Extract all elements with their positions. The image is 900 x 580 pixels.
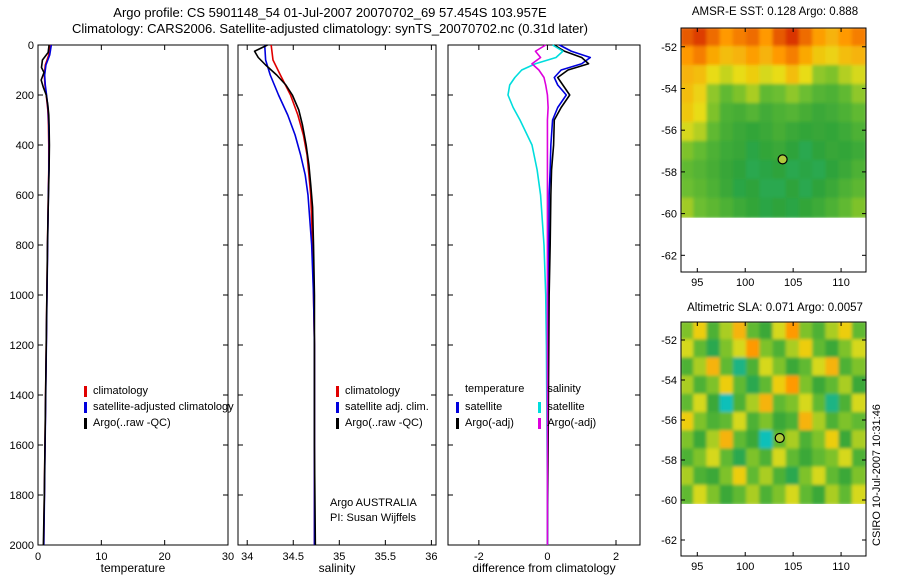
svg-text:100: 100 <box>736 277 754 289</box>
salinity-legend: climatology satellite adj. clim. Argo(..… <box>336 383 429 431</box>
svg-text:600: 600 <box>16 190 34 202</box>
svg-text:105: 105 <box>784 277 802 289</box>
difference-axis-label: difference from climatology <box>472 561 616 575</box>
legend-color-marker <box>336 385 339 397</box>
legend-color-marker <box>336 401 339 413</box>
svg-text:-62: -62 <box>661 250 677 262</box>
legend-label: satellite <box>547 401 585 413</box>
svg-text:800: 800 <box>16 240 34 252</box>
svg-text:400: 400 <box>16 140 34 152</box>
legend-color-marker <box>456 401 459 413</box>
difference-legend: temperature satellite Argo(-adj) salinit… <box>456 383 596 431</box>
legend-color-marker <box>538 417 542 429</box>
annotation-line: PI: Susan Wijffels <box>330 512 416 524</box>
svg-text:2000: 2000 <box>10 540 34 552</box>
legend-group-salinity: salinity satellite Argo(-adj) <box>538 383 596 431</box>
svg-text:200: 200 <box>16 90 34 102</box>
svg-text:-60: -60 <box>661 495 677 507</box>
salinity-axis-label: salinity <box>318 561 356 575</box>
svg-text:1400: 1400 <box>10 390 34 402</box>
svg-text:-52: -52 <box>661 335 677 347</box>
annotation-line: Argo AUSTRALIA <box>330 497 417 509</box>
legend-item: Argo(-adj) <box>538 415 596 431</box>
sla-map-title: Altimetric SLA: 0.071 Argo: 0.0057 <box>687 302 863 314</box>
sst-map: 95 100 105 110 -52 -54 -56 -58 -60 -62 <box>661 27 867 289</box>
legend-item: satellite adj. clim. <box>336 399 429 415</box>
page-subtitle: Climatology: CARS2006. Satellite-adjuste… <box>72 21 588 36</box>
legend-label: satellite <box>465 401 503 413</box>
svg-text:10: 10 <box>95 551 107 563</box>
legend-color-marker <box>538 401 542 413</box>
svg-text:20: 20 <box>159 551 171 563</box>
svg-text:110: 110 <box>832 561 850 573</box>
legend-item: Argo(-adj) <box>456 415 524 431</box>
sla-map: 95 100 105 110 -52 -54 -56 -58 -60 -62 <box>661 321 867 573</box>
svg-text:-60: -60 <box>661 209 677 221</box>
svg-text:1000: 1000 <box>10 290 34 302</box>
page-title: Argo profile: CS 5901148_54 01-Jul-2007 … <box>113 5 547 20</box>
svg-text:-56: -56 <box>661 125 677 137</box>
svg-text:36: 36 <box>425 551 437 563</box>
svg-text:-54: -54 <box>661 83 677 95</box>
legend-color-marker <box>456 417 459 429</box>
legend-group-header: salinity <box>547 383 581 395</box>
temperature-axis-label: temperature <box>100 561 166 575</box>
svg-text:-56: -56 <box>661 415 677 427</box>
salinity-profile-chart: 34 34.5 35 35.5 36 <box>237 44 438 563</box>
svg-text:35.5: 35.5 <box>375 551 396 563</box>
svg-text:0: 0 <box>28 40 34 52</box>
legend-color-marker <box>84 385 87 397</box>
svg-text:1600: 1600 <box>10 440 34 452</box>
legend-item: Argo(..raw -QC) <box>336 415 429 431</box>
svg-text:105: 105 <box>784 561 802 573</box>
svg-text:100: 100 <box>736 561 754 573</box>
legend-label: satellite adj. clim. <box>345 401 429 413</box>
legend-item: satellite-adjusted climatology <box>84 399 234 415</box>
svg-text:1200: 1200 <box>10 340 34 352</box>
svg-text:95: 95 <box>691 561 703 573</box>
legend-label: climatology <box>93 385 149 397</box>
sst-map-title: AMSR-E SST: 0.128 Argo: 0.888 <box>691 6 859 18</box>
legend-item: climatology <box>336 383 429 399</box>
svg-text:30: 30 <box>222 551 234 563</box>
svg-text:-54: -54 <box>661 375 677 387</box>
legend-label: Argo(-adj) <box>547 417 597 429</box>
timestamp-watermark: CSIRO 10-Jul-2007 10:31:46 <box>871 404 883 546</box>
legend-item: satellite <box>456 399 524 415</box>
legend-color-marker <box>336 417 339 429</box>
svg-text:2: 2 <box>613 551 619 563</box>
svg-text:34.5: 34.5 <box>283 551 304 563</box>
legend-label: satellite-adjusted climatology <box>93 401 234 413</box>
legend-item: Argo(..raw -QC) <box>84 415 234 431</box>
legend-color-marker <box>84 417 87 429</box>
legend-item: satellite <box>538 399 596 415</box>
legend-label: Argo(..raw -QC) <box>93 417 171 429</box>
header: Argo profile: CS 5901148_54 01-Jul-2007 … <box>0 5 660 37</box>
svg-text:1800: 1800 <box>10 490 34 502</box>
svg-text:110: 110 <box>832 277 850 289</box>
svg-text:-2: -2 <box>474 551 484 563</box>
pi-annotation: Argo AUSTRALIA PI: Susan Wijffels <box>330 496 417 526</box>
legend-label: Argo(-adj) <box>465 417 514 429</box>
legend-group-header: temperature <box>465 383 525 395</box>
legend-group-temperature: temperature satellite Argo(-adj) <box>456 383 524 431</box>
legend-item: climatology <box>84 383 234 399</box>
legend-label: Argo(..raw -QC) <box>345 417 423 429</box>
svg-text:34: 34 <box>241 551 253 563</box>
svg-text:-58: -58 <box>661 455 677 467</box>
difference-profile-chart: -2 0 2 <box>447 44 641 563</box>
temperature-profile-chart: 0 10 20 30 0 200 400 600 800 1000 1200 1400 1600 1800… <box>10 40 235 563</box>
svg-text:-62: -62 <box>661 535 677 547</box>
svg-text:0: 0 <box>544 551 550 563</box>
temperature-legend: climatology satellite-adjusted climatolo… <box>84 383 234 431</box>
legend-color-marker <box>84 401 87 413</box>
svg-text:-52: -52 <box>661 42 677 54</box>
svg-text:-58: -58 <box>661 167 677 179</box>
svg-text:0: 0 <box>35 551 41 563</box>
legend-label: climatology <box>345 385 401 397</box>
svg-text:95: 95 <box>691 277 703 289</box>
svg-text:35: 35 <box>333 551 345 563</box>
